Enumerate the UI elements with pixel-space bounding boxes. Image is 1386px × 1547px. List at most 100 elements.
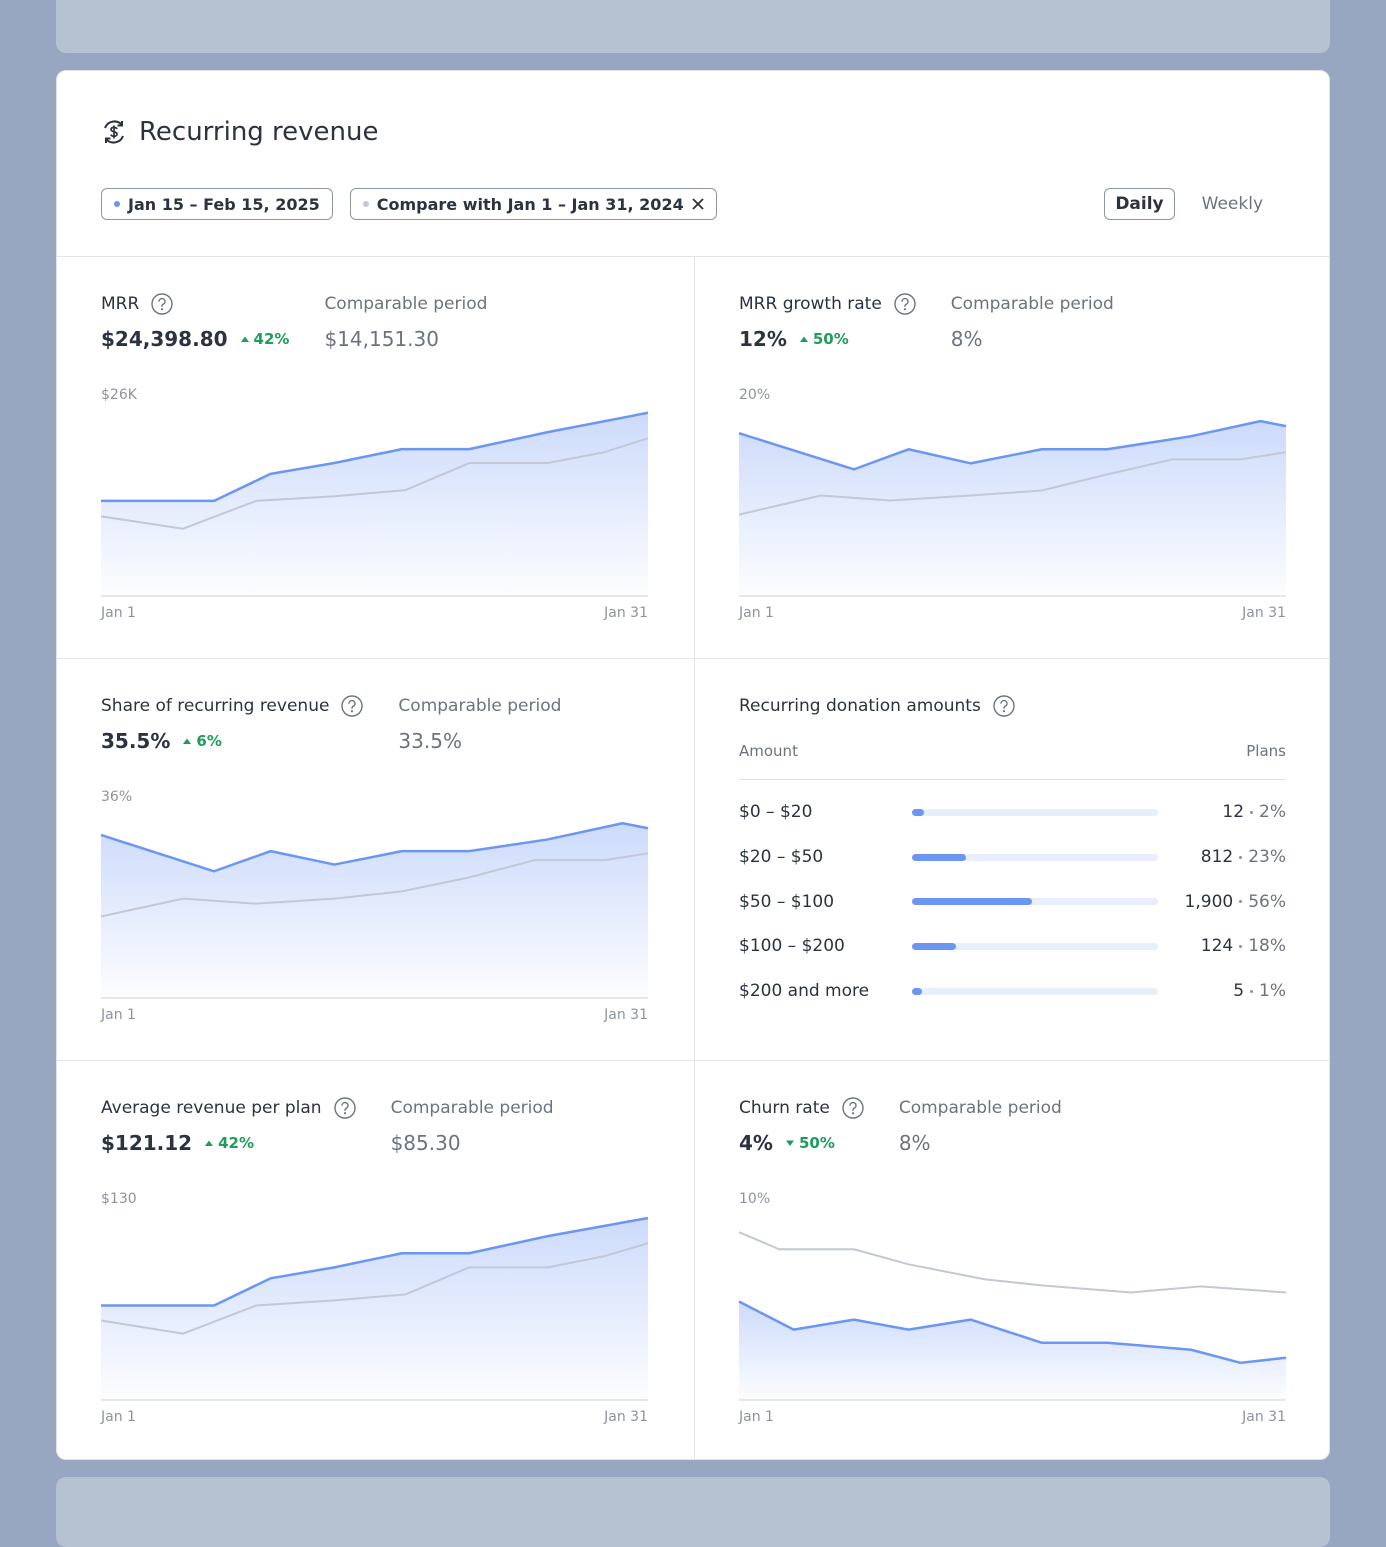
area-fill [101, 823, 648, 998]
area-chart: 20% Jan 1 Jan 31 [738, 387, 1287, 621]
change-text: 50% [798, 1134, 835, 1152]
separator [1239, 944, 1243, 948]
series-line [100, 821, 649, 873]
column-header: Amount [739, 742, 798, 760]
x-tick-label: Jan 1 [738, 605, 774, 621]
change-arrow [183, 738, 192, 744]
interval-toggle: Daily Weekly [1104, 188, 1274, 220]
metric-value-row: $121.12 42% [101, 1128, 356, 1158]
series-line [101, 1216, 649, 1307]
metric-label: Average revenue per plan [101, 1098, 322, 1118]
metric-header: Share of recurring revenue 35.5% 6% Compara… [101, 694, 694, 756]
help-circle [894, 293, 916, 315]
area-fill [101, 1218, 648, 1400]
help-mark [340, 1101, 349, 1111]
metric-header: MRR $24,398.80 42% Comparable period $14,151… [101, 292, 694, 354]
comparable-label: Comparable period [898, 1098, 1062, 1118]
metric-header: Churn rate 4% 50% Comparable period 8% [739, 1096, 1329, 1158]
help-mark [849, 1101, 857, 1111]
plan-count: 1,900 56% [1158, 892, 1286, 912]
interval-button[interactable]: Daily [1104, 188, 1175, 220]
revenue-card: Recurring revenue Jan 15 – Feb 15, 2025 … [56, 70, 1330, 1460]
comparable-label: Comparable period [390, 1098, 554, 1118]
amount-range: $100 – $200 [739, 936, 845, 957]
revenue-icon [104, 120, 124, 144]
amount-range: $20 – $50 [739, 847, 824, 868]
arrow-shape [183, 738, 192, 744]
y-tick-label: 36% [101, 789, 132, 805]
grid-cell: Average revenue per plan $121.12 42% Compar… [57, 1060, 694, 1459]
change-arrow [785, 1140, 794, 1146]
plan-count: 5 1% [1158, 981, 1286, 1001]
column-header: Plans [1246, 742, 1286, 760]
comparable-label: Comparable period [950, 294, 1114, 314]
metric-value-row: 4% 50% [739, 1128, 864, 1158]
card-title: Recurring revenue [101, 117, 379, 147]
date-range-chip[interactable]: Jan 15 – Feb 15, 2025 [101, 188, 333, 220]
change-arrow [799, 336, 808, 342]
arrow-shape [240, 336, 249, 342]
amount-range: $0 – $20 [739, 802, 813, 823]
help-dot [161, 308, 164, 311]
help-icon[interactable] [333, 1097, 356, 1119]
comparable-value: $14,151.30 [324, 327, 439, 351]
help-circle [341, 695, 364, 717]
compare-range: Compare with Jan 1 – Jan 31, 2024 [376, 194, 684, 214]
area-chart: 10% Jan 1 Jan 31 [738, 1191, 1287, 1425]
bar-track [912, 987, 1158, 995]
metric-value: $121.12 [101, 1131, 193, 1155]
help-icon[interactable] [993, 695, 1015, 717]
help-icon[interactable] [151, 293, 173, 315]
compare-chip[interactable]: Compare with Jan 1 – Jan 31, 2024 [349, 188, 717, 220]
comparable: Comparable period 33.5% [398, 694, 561, 756]
metric-main: Average revenue per plan $121.12 42% [101, 1096, 356, 1158]
help-mark [348, 699, 357, 709]
table-row: $50 – $100 1,900 56% [739, 879, 1286, 924]
metric-label-row: Share of recurring revenue [101, 694, 364, 718]
table-row: $20 – $50 812 23% [739, 835, 1286, 880]
interval-button[interactable]: Weekly [1201, 194, 1263, 214]
metric-label-row: MRR growth rate [739, 292, 916, 316]
plans: 124 [1200, 936, 1234, 957]
metric-main: Share of recurring revenue 35.5% 6% [101, 694, 364, 756]
plans: 1,900 [1184, 891, 1234, 912]
comparable: Comparable period 8% [951, 292, 1114, 354]
share-label: 23% [1248, 847, 1286, 868]
donation-title: Recurring donation amounts [739, 696, 981, 716]
help-dot [343, 1112, 346, 1115]
change-text: 6% [196, 732, 222, 750]
comparable-label: Comparable period [324, 294, 488, 314]
help-icon[interactable] [842, 1097, 864, 1119]
help-dot [851, 1112, 854, 1115]
x-tick-label: Jan 31 [603, 1409, 648, 1425]
help-icon[interactable] [341, 695, 364, 717]
arrow-shape [205, 1140, 214, 1146]
remove-compare[interactable] [692, 198, 704, 210]
comparable-value: 8% [898, 1131, 931, 1155]
y-tick-label: 20% [739, 387, 770, 403]
metric-main: MRR growth rate 12% 50% [739, 292, 916, 354]
help-dot [903, 308, 906, 311]
metric-change: 6% [182, 732, 222, 750]
plans: 12 [1222, 802, 1245, 823]
change-text: 42% [218, 1134, 254, 1152]
separator [1250, 810, 1254, 814]
next-card [56, 1477, 1330, 1547]
area-chart: $26K Jan 1 Jan 31 [100, 387, 649, 621]
grid-cell: MRR growth rate 12% 50% Comparable period 8%… [694, 256, 1329, 658]
bar-track [912, 942, 1158, 950]
help-mark [158, 297, 166, 307]
series-line [100, 852, 649, 918]
comparable-label: Comparable period [398, 696, 562, 716]
table-row: $100 – $200 124 18% [739, 924, 1286, 969]
comparable-value: 8% [950, 327, 983, 351]
y-tick-label: 10% [739, 1191, 770, 1207]
y-tick-label: $130 [101, 1191, 137, 1207]
metric-label-row: MRR [101, 292, 289, 316]
help-icon[interactable] [894, 293, 916, 315]
plan-count: 12 2% [1158, 802, 1286, 822]
series-line [738, 1300, 1287, 1365]
metric-value-row: 35.5% 6% [101, 726, 363, 756]
share-label: 56% [1248, 891, 1286, 912]
metric-label: MRR [101, 294, 140, 314]
